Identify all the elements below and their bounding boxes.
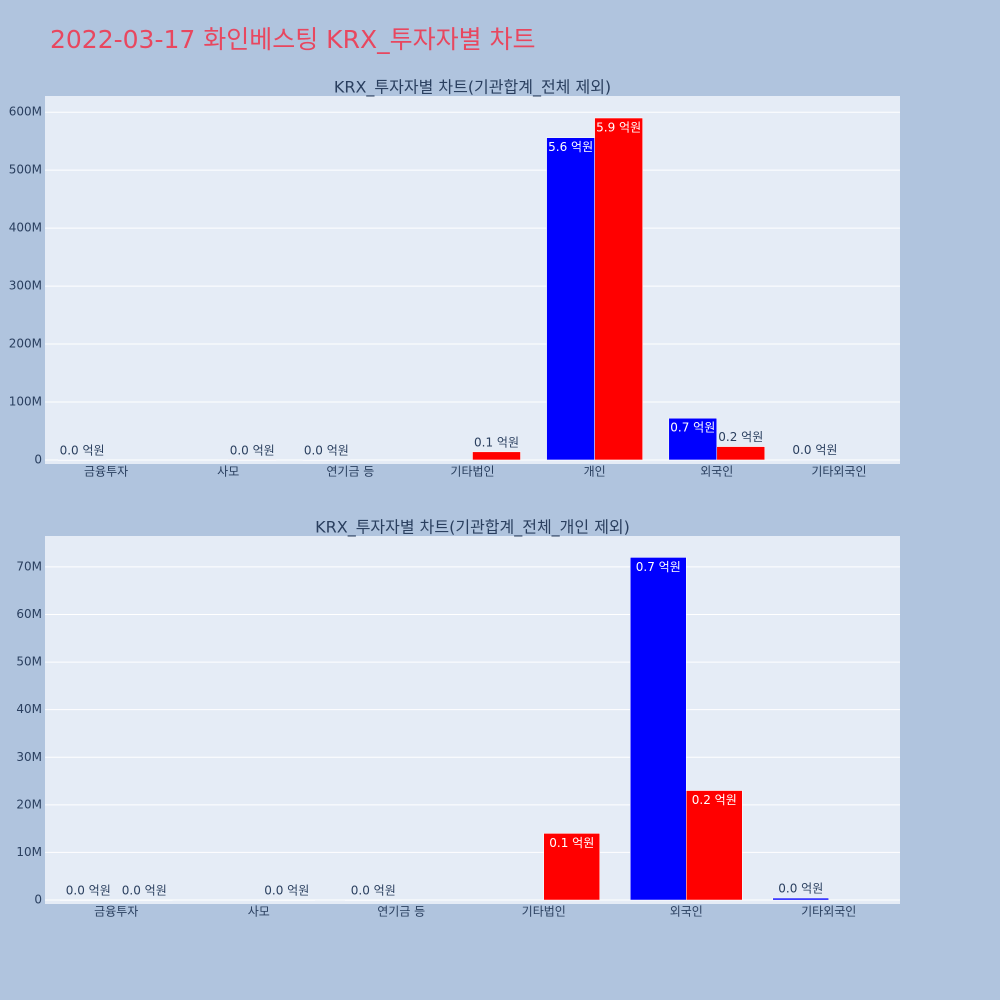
y-tick-label: 10M [16,845,42,859]
y-tick-label: 200M [9,337,42,351]
y-tick-label: 0 [34,452,42,466]
page-title: 2022-03-17 화인베스팅 KRX_투자자별 차트 [50,25,536,54]
y-tick-label: 20M [16,797,42,811]
bar [686,790,743,901]
bar [116,899,173,901]
value-label: 0.1 억원 [474,435,519,449]
x-tick-label: 사모 [248,905,270,919]
bar [630,557,687,901]
y-tick-label: 70M [16,559,42,573]
bar [790,459,840,461]
y-tick-label: 300M [9,279,42,293]
x-tick-label: 금융투자 [84,465,128,479]
value-label: 0.0 억원 [351,884,396,898]
bar [543,833,600,901]
y-tick-label: 500M [9,163,42,177]
y-tick-label: 400M [9,221,42,235]
value-label: 0.0 억원 [60,443,105,457]
value-label: 0.0 억원 [264,884,309,898]
x-tick-label: 기타법인 [450,465,494,479]
plot-area [45,536,900,904]
value-label: 0.0 억원 [304,443,349,457]
bar [716,446,766,461]
value-label: 0.2 억원 [692,793,737,807]
bar [345,899,402,901]
bar [472,451,521,461]
y-tick-label: 0 [34,893,42,907]
bar [302,459,351,461]
chart-title: KRX_투자자별 차트(기관합계_전체_개인 제외) [315,518,630,538]
value-label: 0.0 억원 [778,882,823,896]
bar [546,137,595,461]
value-label: 0.7 억원 [636,560,681,574]
value-label: 0.2 억원 [718,430,763,444]
value-label: 5.6 억원 [548,140,593,154]
bar [60,899,117,901]
x-tick-label: 연기금 등 [326,465,374,479]
value-label: 5.9 억원 [596,121,641,135]
x-tick-label: 금융투자 [94,905,138,919]
y-tick-label: 30M [16,750,42,764]
bar [258,899,315,901]
x-tick-label: 외국인 [700,465,733,479]
y-tick-label: 40M [16,702,42,716]
y-tick-label: 600M [9,105,42,119]
x-tick-label: 기타외국인 [811,465,866,479]
x-tick-label: 기타법인 [522,905,566,919]
x-tick-label: 연기금 등 [377,905,425,919]
bar [668,417,718,461]
x-tick-label: 개인 [584,465,606,479]
value-label: 0.7 억원 [670,421,715,435]
bar [57,459,107,461]
plot-area [45,96,900,464]
value-label: 0.0 억원 [230,443,275,457]
value-label: 0.0 억원 [792,443,837,457]
value-label: 0.1 억원 [549,836,594,850]
y-tick-label: 50M [16,655,42,669]
bar [594,117,643,461]
bar [227,459,277,461]
x-tick-label: 사모 [217,465,239,479]
chart-title: KRX_투자자별 차트(기관합계_전체 제외) [334,78,611,98]
x-tick-label: 외국인 [670,905,703,919]
y-tick-label: 100M [9,394,42,408]
bar [772,897,829,901]
y-tick-label: 60M [16,607,42,621]
value-label: 0.0 억원 [122,884,167,898]
x-tick-label: 기타외국인 [801,905,856,919]
value-label: 0.0 억원 [66,884,111,898]
